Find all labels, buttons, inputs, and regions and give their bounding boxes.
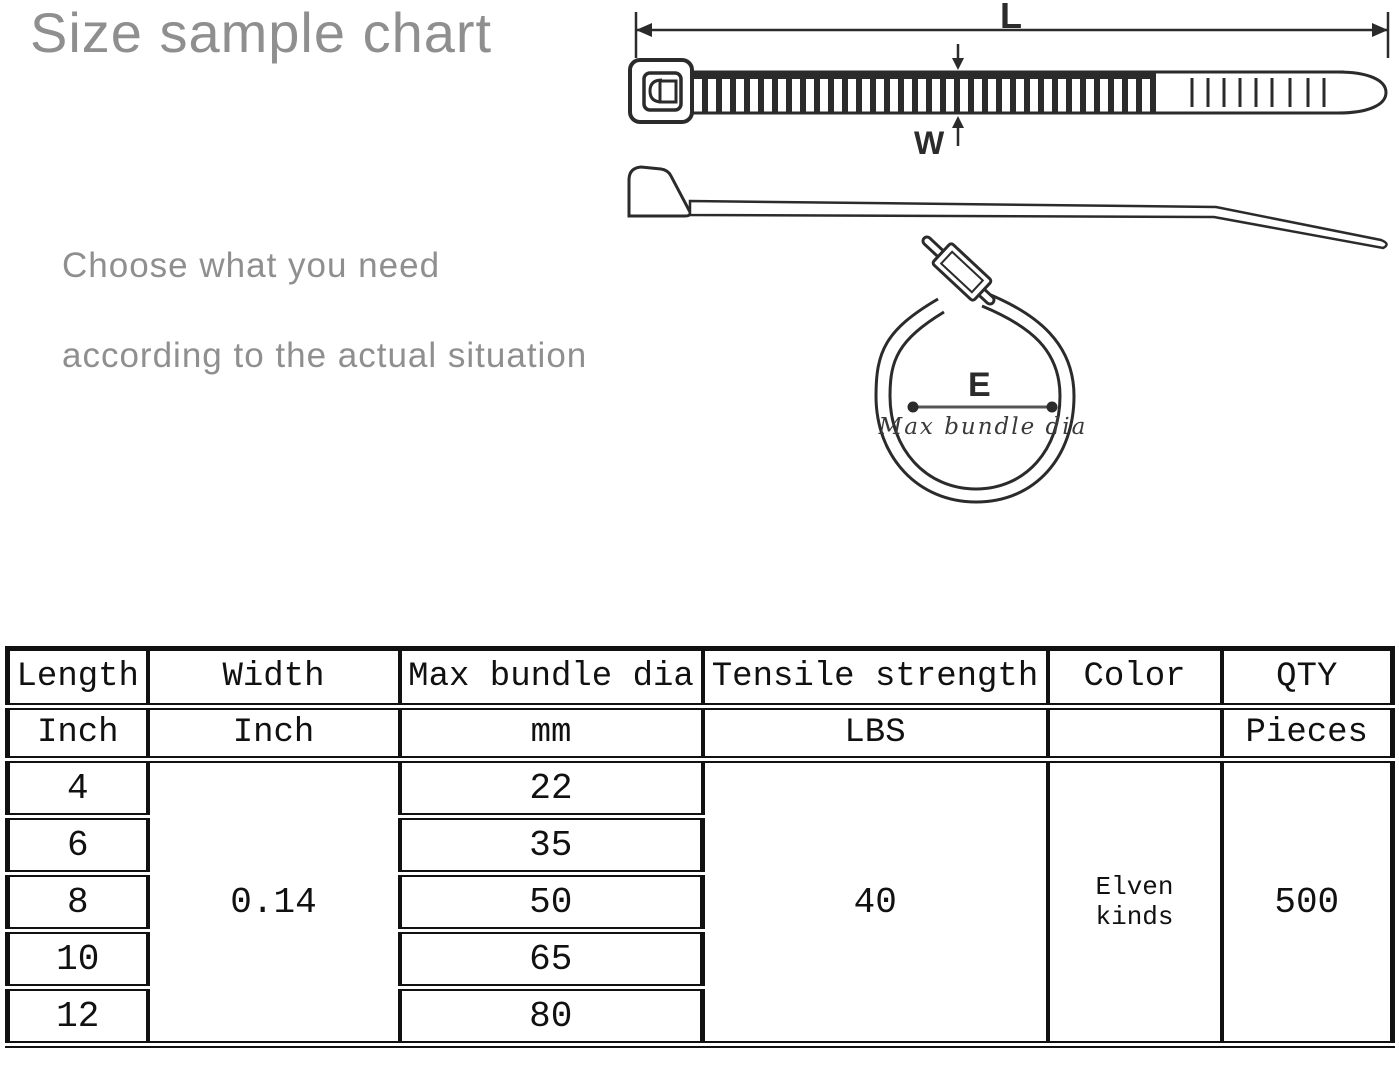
- dim-label-l: L: [1000, 0, 1022, 36]
- unit-max-bundle-dia: mm: [397, 703, 705, 763]
- table-row: 12 80: [5, 984, 1393, 1048]
- unit-length: Inch: [5, 703, 150, 763]
- tie-flat-diagram: [628, 12, 1390, 146]
- tail-tick-marks: [1190, 78, 1326, 107]
- cell-dia-1: 35: [397, 813, 705, 877]
- cell-dia-2: 50: [397, 870, 705, 934]
- size-table: Length Width Max bundle dia Tensile stre…: [5, 646, 1395, 1048]
- tie-loop-diagram: [874, 235, 1076, 504]
- cell-dia-0: 22: [397, 756, 705, 820]
- dim-label-e: E: [968, 366, 991, 404]
- page-title: Size sample chart: [30, 1, 493, 64]
- unit-qty: Pieces: [1219, 703, 1395, 763]
- loop-caption: Max bundle dia: [878, 414, 1088, 440]
- table-row: 8 50: [5, 870, 1393, 934]
- unit-tensile-strength: LBS: [700, 703, 1050, 763]
- arrowhead-left-icon: [636, 23, 652, 37]
- units-row: Inch Inch mm LBS Pieces: [5, 703, 1395, 763]
- tie-side-diagram: [627, 165, 1388, 250]
- table-row: 4 0.14 22 40 Elven kinds 500: [5, 756, 1395, 1048]
- cell-length-3: 10: [5, 927, 150, 991]
- cell-qty-value: 500: [1219, 756, 1395, 1048]
- cell-length-1: 6: [5, 813, 150, 877]
- cell-dia-4: 80: [397, 984, 705, 1048]
- cell-length-2: 8: [5, 870, 150, 934]
- cable-tie-diagrams: L W E Max bundle dia: [627, 0, 1390, 504]
- header-tensile-strength: Tensile strength: [700, 646, 1050, 710]
- unit-width: Inch: [145, 703, 402, 763]
- header-max-bundle-dia: Max bundle dia: [397, 646, 705, 710]
- subtitle-line-2: according to the actual situation: [62, 336, 588, 375]
- cell-tensile-value: 40: [700, 756, 1050, 1048]
- header-color: Color: [1045, 646, 1224, 710]
- size-table-container: Length Width Max bundle dia Tensile stre…: [5, 646, 1395, 1048]
- unit-color: [1045, 703, 1224, 763]
- header-length: Length: [5, 646, 150, 710]
- cell-color-value: Elven kinds: [1045, 756, 1224, 1048]
- dim-label-w: W: [914, 125, 945, 161]
- header-width: Width: [145, 646, 402, 710]
- arrowhead-right-icon: [1372, 23, 1388, 37]
- cell-length-0: 4: [5, 756, 150, 820]
- table-row: 6 35: [5, 813, 1393, 877]
- table-row: 10 65: [5, 927, 1393, 991]
- cell-width-value: 0.14: [145, 756, 402, 1048]
- header-qty: QTY: [1219, 646, 1395, 710]
- header-row: Length Width Max bundle dia Tensile stre…: [5, 646, 1395, 710]
- cell-length-4: 12: [5, 984, 150, 1048]
- cell-dia-3: 65: [397, 927, 705, 991]
- subtitle-line-1: Choose what you need: [62, 246, 441, 285]
